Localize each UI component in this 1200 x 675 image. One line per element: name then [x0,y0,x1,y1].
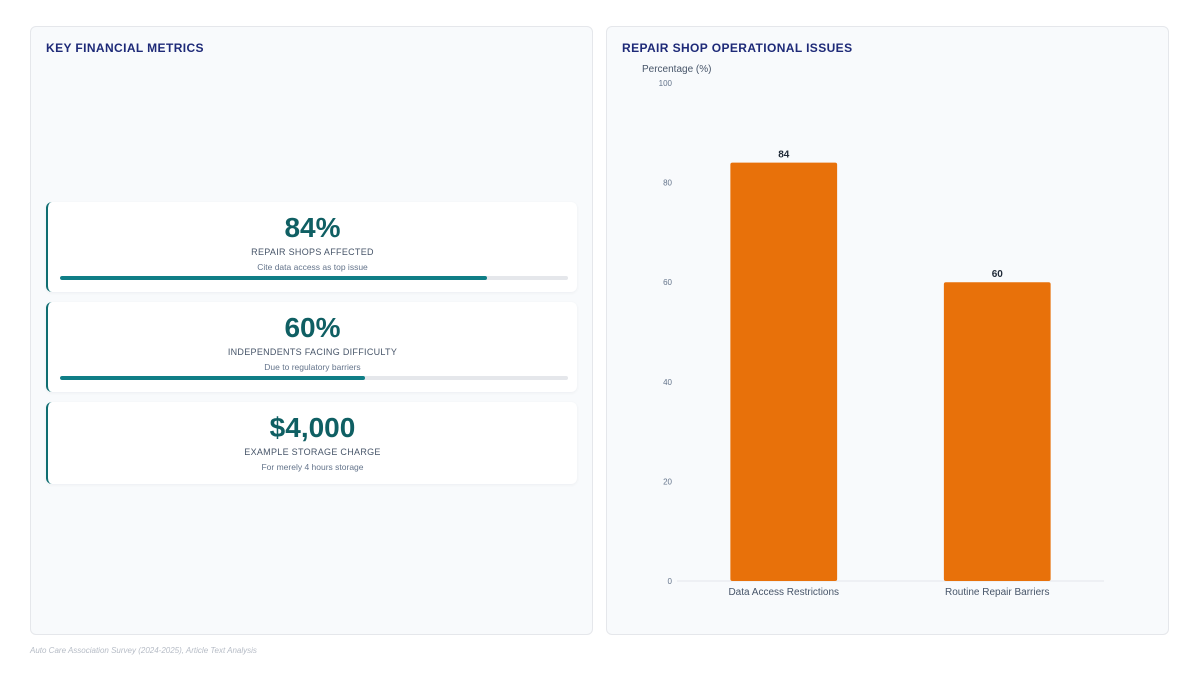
metric-card-repair-shops: 84% REPAIR SHOPS AFFECTED Cite data acce… [46,202,577,292]
metric-value: 60% [284,312,341,343]
metric-label: REPAIR SHOPS AFFECTED [251,247,374,257]
y-axis-title: Percentage (%) [642,64,711,75]
bar [730,162,838,581]
metric-progress-track [60,376,568,380]
bar-chart: Percentage (%) 0 20 40 60 80 100 84 Data Acces… [642,64,1104,598]
bar-value-label: 84 [778,150,790,161]
y-tick-label: 60 [663,278,672,287]
y-tick-label: 100 [659,79,673,88]
key-metrics-panel: KEY FINANCIAL METRICS 84% REPAIR SHOPS A… [30,26,593,635]
operational-issues-panel: REPAIR SHOP OPERATIONAL ISSUES Percentag… [606,26,1169,635]
metric-label: INDEPENDENTS FACING DIFFICULTY [227,347,398,357]
metric-card-storage-charge: $4,000 EXAMPLE STORAGE CHARGE For merely… [46,402,577,484]
y-tick-label: 20 [663,477,672,486]
metric-progress-fill [60,376,365,380]
metric-label: EXAMPLE STORAGE CHARGE [244,447,381,457]
bars: 84 Data Access Restrictions 60 Routine Repa… [728,150,1051,598]
metric-progress-track [60,276,568,280]
key-metrics-title: KEY FINANCIAL METRICS [46,41,204,55]
metric-card-independents: 60% INDEPENDENTS FACING DIFFICULTY Due t… [46,302,577,392]
metric-progress-fill [60,276,487,280]
metric-subtext: For merely 4 hours storage [261,462,364,472]
x-category-label: Data Access Restrictions [728,587,839,598]
metric-subtext: Cite data access as top issue [257,262,368,272]
y-tick-label: 0 [668,577,673,586]
y-tick-label: 40 [663,378,672,387]
y-tick-label: 80 [663,179,672,188]
x-category-label: Routine Repair Barriers [945,587,1050,598]
bar [943,282,1051,581]
operational-issues-title: REPAIR SHOP OPERATIONAL ISSUES [622,41,853,55]
metric-subtext: Due to regulatory barriers [264,362,361,372]
bar-value-label: 60 [992,269,1004,280]
metric-value: $4,000 [269,412,356,443]
metric-value: 84% [284,212,341,243]
y-axis-ticks: 0 20 40 60 80 100 [659,79,673,586]
source-footnote: Auto Care Association Survey (2024-2025)… [30,646,257,655]
